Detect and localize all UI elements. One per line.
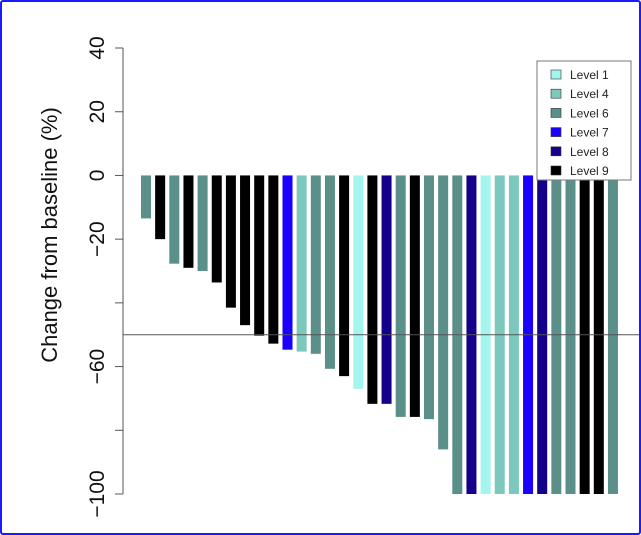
bar: [254, 175, 265, 336]
y-tick-label: −20: [86, 221, 109, 257]
bar: [155, 175, 166, 240]
bar: [424, 175, 434, 420]
y-axis-label: Change from baseline (%): [37, 107, 62, 363]
y-tick-label: 20: [86, 100, 109, 123]
legend-label: Level 6: [570, 106, 609, 120]
y-tick-label: 0: [86, 170, 109, 182]
legend-label: Level 7: [570, 126, 609, 140]
bar: [409, 175, 420, 417]
y-axis: 40 20 0 −20 −60 −100: [86, 36, 124, 518]
bar: [438, 175, 449, 450]
bar: [169, 175, 180, 264]
bar: [141, 175, 151, 219]
legend-swatch: [550, 146, 562, 157]
bar: [225, 175, 236, 308]
bar: [367, 175, 378, 404]
bar: [310, 175, 321, 354]
legend-swatch: [550, 69, 562, 80]
y-tick-label: −60: [86, 349, 109, 385]
bar: [353, 175, 364, 389]
legend-swatch: [550, 88, 562, 99]
legend-label: Level 8: [570, 145, 609, 159]
bar: [240, 175, 251, 326]
bar: [183, 175, 194, 268]
y-tick-label: −100: [86, 470, 109, 517]
y-tick-label: 40: [86, 36, 109, 59]
bar: [282, 175, 293, 350]
bar: [197, 175, 208, 271]
legend-label: Level 9: [570, 164, 609, 178]
legend-swatch: [550, 165, 562, 176]
bar: [381, 175, 392, 404]
legend-swatch: [550, 108, 562, 118]
bar: [339, 175, 350, 377]
bar: [296, 175, 307, 352]
legend-label: Level 4: [570, 87, 609, 101]
bar: [324, 175, 335, 369]
bar: [268, 175, 279, 344]
legend-box: [536, 60, 632, 181]
legend: Level 1 Level 4 Level 6 Level 7 Level 8 Level…: [536, 60, 632, 181]
legend-swatch: [550, 127, 562, 137]
bar: [211, 175, 222, 283]
bar: [395, 175, 406, 417]
legend-label: Level 1: [570, 68, 609, 82]
